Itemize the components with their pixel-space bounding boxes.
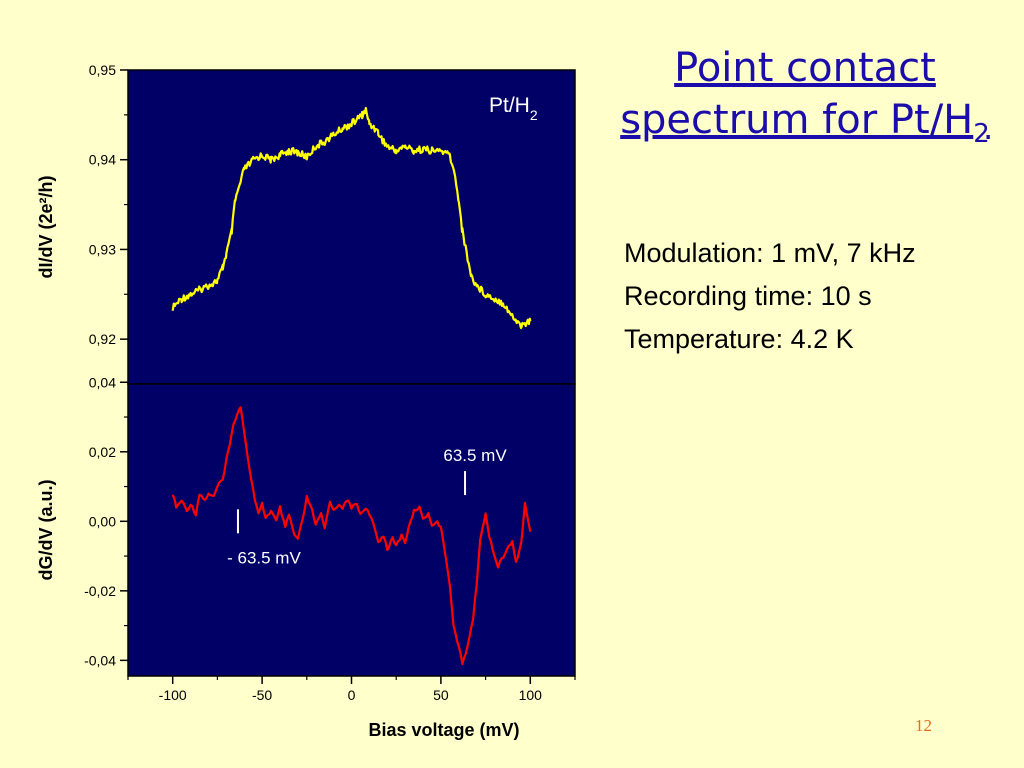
x-tick-label: 0 xyxy=(348,687,356,703)
x-axis-label: Bias voltage (mV) xyxy=(368,720,519,740)
lower-y-tick-label: 0,00 xyxy=(89,513,116,529)
x-axis: -100 -50 0 50 100 xyxy=(127,676,576,703)
annotation-label: - 63.5 mV xyxy=(227,548,301,567)
info-modulation: Modulation: 1 mV, 7 kHz xyxy=(624,238,916,268)
lower-y-label: dG/dV (a.u.) xyxy=(36,479,56,580)
lower-y-axis: -0,04 -0,02 0,00 0,02 0,04 xyxy=(84,374,128,668)
lower-y-tick-label: 0,04 xyxy=(89,374,116,390)
title-line-1: Point contact xyxy=(674,45,936,91)
x-tick-label: 100 xyxy=(519,687,543,703)
info-temperature: Temperature: 4.2 K xyxy=(624,324,854,354)
lower-annotations: - 63.5 mV 63.5 mV xyxy=(227,446,507,567)
upper-y-label: dI/dV (2e²/h) xyxy=(36,175,56,278)
lower-series-line xyxy=(171,406,532,666)
x-tick-label: -50 xyxy=(252,687,272,703)
slide-title: Point contact spectrum for Pt/H2 xyxy=(590,42,1020,160)
upper-y-axis: 0,92 0,93 0,94 0,95 xyxy=(89,62,128,347)
info-recording-time: Recording time: 10 s xyxy=(624,281,872,311)
upper-panel-annotation: Pt/H2 xyxy=(489,94,538,123)
upper-y-tick-label: 0,95 xyxy=(89,62,116,78)
upper-plot-area xyxy=(127,69,576,385)
page-number: 12 xyxy=(915,716,932,735)
measurement-info: Modulation: 1 mV, 7 kHz Recording time: … xyxy=(624,232,916,361)
x-tick-label: 50 xyxy=(433,687,449,703)
upper-series-line xyxy=(171,106,532,330)
lower-plot-area xyxy=(127,383,576,677)
upper-y-tick-label: 0,93 xyxy=(89,241,116,257)
upper-y-tick-label: 0,94 xyxy=(89,152,116,168)
lower-y-tick-label: -0,02 xyxy=(84,583,116,599)
annotation-label: 63.5 mV xyxy=(443,446,507,465)
upper-y-tick-label: 0,92 xyxy=(89,331,116,347)
lower-y-tick-label: -0,04 xyxy=(84,652,116,668)
x-tick-label: -100 xyxy=(159,687,187,703)
title-line-2: spectrum for Pt/H2 xyxy=(620,97,990,149)
lower-y-tick-label: 0,02 xyxy=(89,444,116,460)
